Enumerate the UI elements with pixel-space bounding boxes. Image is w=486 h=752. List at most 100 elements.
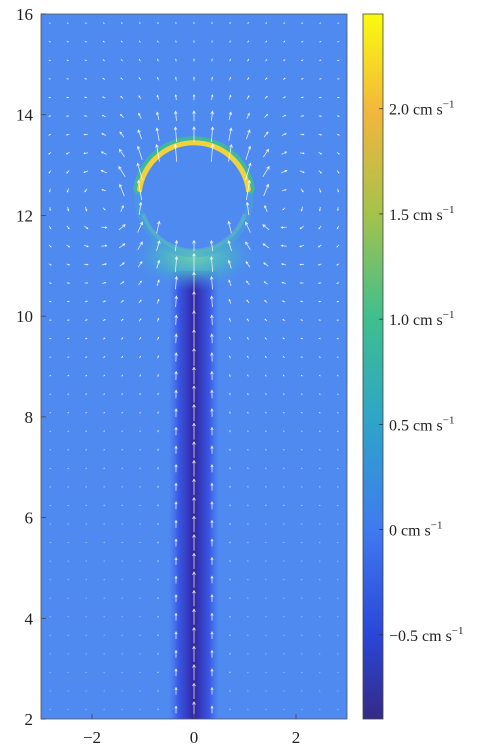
vector-arrowhead [48,115,50,117]
velocity-vectors [48,21,340,718]
vector-arrow [175,315,177,325]
vector-arrowhead [228,279,231,283]
colorbar-tick-label: −0.5 cm s−1 [389,625,464,645]
vector-arrowhead [209,295,214,300]
vector-arrow [281,151,287,155]
vector-arrow [245,241,251,250]
vector-arrow [210,144,214,162]
vector-arrowhead [174,594,178,598]
vector-arrowhead [157,40,159,42]
vector-arrow [137,129,143,140]
vector-arrowhead [138,201,143,206]
vector-arrowhead [210,94,214,97]
vector-arrowhead [120,95,123,98]
vector-arrowhead [337,171,340,174]
vector-arrowhead [121,337,124,339]
vector-arrow [156,260,160,269]
vector-arrowhead [302,115,305,117]
vector-arrowhead [284,77,286,80]
vector-arrowhead [68,337,70,340]
vector-arrowhead [210,333,214,338]
vector-arrowhead [320,152,323,155]
vector-arrow [210,256,214,273]
vector-arrowhead [192,366,196,371]
vector-arrowhead [192,94,196,97]
vector-arrowhead [173,126,178,131]
colorbar-gradient [362,13,384,720]
vector-arrowhead [227,240,231,245]
vector-arrowhead [302,133,305,136]
vector-arrowhead [281,300,284,303]
vector-arrow [119,149,125,158]
vector-arrowhead [174,612,178,616]
vector-arrowhead [210,482,214,486]
vector-arrowhead [66,190,69,193]
vector-arrow [228,144,232,162]
vector-arrowhead [210,110,215,115]
vector-arrowhead [155,143,159,148]
vector-arrowhead [84,59,86,61]
vector-arrowhead [192,496,196,501]
vector-arrow [211,276,213,290]
vector-arrowhead [229,76,232,79]
vector-arrowhead [228,336,231,339]
vector-arrowhead [318,319,320,321]
vector-arrowhead [229,143,233,148]
vector-arrowhead [68,300,70,303]
vector-arrow [263,184,269,197]
vector-arrowhead [104,244,108,247]
vector-arrowhead [247,129,251,134]
vector-arrow [263,149,269,158]
vector-arrowhead [262,243,266,247]
vector-arrowhead [65,133,68,136]
vector-arrowhead [320,133,323,136]
vector-arrowhead [338,78,340,80]
vector-arrowhead [337,190,340,193]
vector-arrowhead [320,96,322,99]
vector-arrowhead [192,328,196,333]
vector-arrowhead [284,151,288,154]
vector-arrowhead [101,114,104,117]
vector-arrowhead [83,115,86,117]
vector-arrowhead [210,426,214,431]
vector-arrowhead [338,134,340,136]
vector-arrowhead [174,352,178,356]
vector-arrowhead [229,411,231,413]
vector-arrowhead [284,59,286,61]
vector-arrowhead [264,318,267,321]
vector-arrowhead [118,148,123,153]
colorbar-tick-label: 0 cm s−1 [389,520,443,540]
vector-arrowhead [174,686,178,691]
vector-arrowhead [102,77,104,80]
vector-arrowhead [210,445,214,449]
vector-arrowhead [247,179,251,184]
vector-arrowhead [245,261,249,265]
vector-arrow [138,202,142,216]
vector-arrowhead [284,188,287,191]
vector-arrow [228,221,232,234]
vector-arrowhead [136,162,140,167]
vector-arrowhead [192,347,196,352]
vector-arrowhead [157,373,159,376]
vector-arrowhead [302,59,304,61]
vector-arrow [175,276,177,290]
vector-arrowhead [210,705,214,709]
vector-arrowhead [66,171,69,174]
vector-arrowhead [68,245,71,248]
vector-arrowhead [84,78,86,80]
vector-arrow [228,240,232,251]
vector-arrowhead [192,126,196,130]
vector-arrowhead [192,534,196,538]
vector-arrow [228,260,232,269]
vector-arrow [137,180,143,201]
vector-arrowhead [138,112,141,116]
vector-arrowhead [282,319,284,321]
vector-arrowhead [174,314,178,319]
vector-arrowhead [336,227,339,230]
vector-arrowhead [104,281,107,284]
vector-arrow [137,261,143,268]
vector-arrowhead [210,126,215,131]
vector-arrowhead [247,145,252,150]
vector-arrowhead [247,112,250,116]
vector-arrow [174,240,178,252]
